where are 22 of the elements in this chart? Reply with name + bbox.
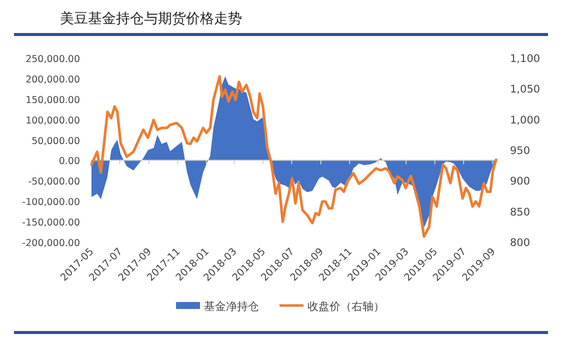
y2-tick-label: 850 xyxy=(510,206,530,218)
y-tick-label: -50,000.00 xyxy=(28,176,80,188)
y-tick-label: -150,000.00 xyxy=(22,218,80,229)
legend-label: 基金净持仓 xyxy=(204,300,259,313)
y-tick-label: 0.00 xyxy=(58,156,80,168)
y2-tick-label: 950 xyxy=(510,145,530,157)
y-tick-label: 150,000.00 xyxy=(26,94,80,106)
y-tick-label: 50,000.00 xyxy=(32,136,80,147)
y-tick-label: 100,000.00 xyxy=(26,115,80,126)
y2-tick-label: 1,100 xyxy=(510,53,540,65)
y2-tick-label: 1,050 xyxy=(510,84,540,96)
legend-item: 基金净持仓 xyxy=(176,300,259,313)
y-tick-label: 250,000.00 xyxy=(26,54,80,65)
y2-tick-label: 900 xyxy=(510,176,530,188)
y-tick-label: 200,000.00 xyxy=(26,74,80,86)
legend-label: 收盘价（右轴） xyxy=(308,300,384,313)
y-tick-label: -200,000.00 xyxy=(22,238,80,249)
legend-item: 收盘价（右轴） xyxy=(280,300,384,313)
chart-title: 美豆基金持仓与期货价格走势 xyxy=(60,11,242,27)
y2-tick-label: 800 xyxy=(510,237,530,249)
y2-tick-label: 1,000 xyxy=(510,114,540,126)
y-tick-label: -100,000.00 xyxy=(22,197,80,208)
